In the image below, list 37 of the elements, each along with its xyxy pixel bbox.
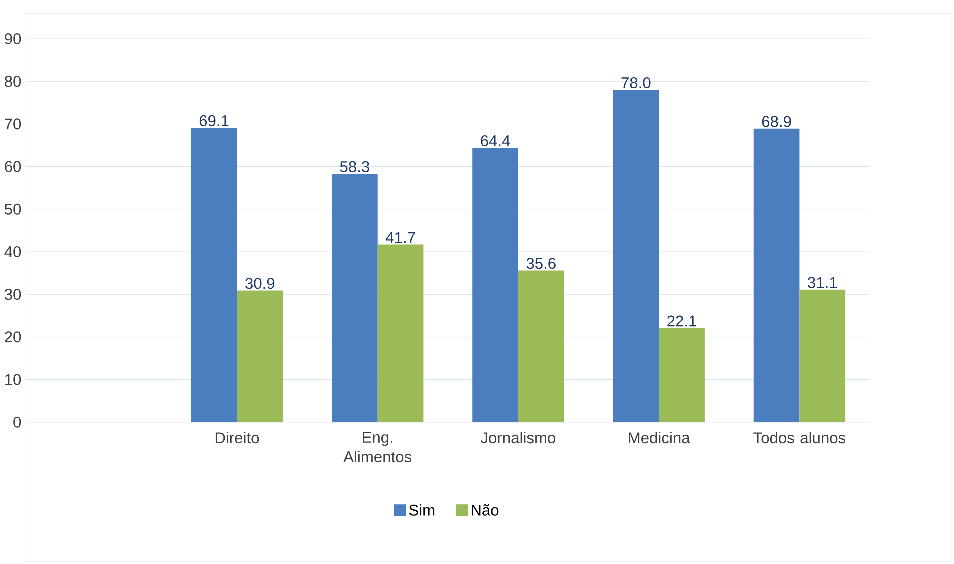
x-tick-label: Jornalismo — [480, 432, 556, 444]
y-tick-label: 20 — [5, 332, 22, 343]
y-tick-label: 90 — [5, 34, 22, 45]
data-label: 30.9 — [246, 278, 275, 290]
bar — [613, 90, 660, 422]
x-tick-label: Medicina — [629, 432, 690, 444]
bar — [754, 128, 800, 422]
data-label: 35.6 — [526, 258, 556, 270]
bar — [378, 244, 424, 422]
y-tick-label: 60 — [5, 161, 22, 172]
bar — [332, 174, 378, 422]
y-tick-label: 50 — [4, 204, 22, 216]
bar — [659, 328, 705, 422]
data-label: 64.4 — [481, 136, 510, 147]
x-tick-label: Direito — [216, 432, 260, 444]
y-tick-label: 80 — [5, 76, 22, 88]
data-label: 69.1 — [200, 116, 229, 127]
data-label: 68.9 — [762, 116, 792, 128]
data-label: 22.1 — [668, 316, 696, 327]
legend-label: Sim — [409, 504, 435, 516]
x-tick-label: Todos alunos — [754, 432, 846, 444]
y-tick-label: 40 — [4, 246, 22, 258]
bar — [800, 290, 846, 422]
bar — [191, 128, 238, 422]
legend-label: Não — [472, 504, 499, 516]
data-label: 58.3 — [340, 162, 370, 173]
x-tick-label: Eng. Alimentos — [344, 432, 412, 463]
data-label: 78.0 — [622, 78, 651, 89]
y-tick-label: 0 — [14, 416, 22, 428]
data-label: 41.7 — [386, 232, 416, 244]
y-tick-label: 70 — [5, 118, 22, 130]
bar — [518, 270, 564, 422]
bar — [237, 290, 284, 422]
y-tick-label: 30 — [4, 289, 22, 300]
bar — [472, 148, 518, 422]
data-label: 31.1 — [808, 277, 838, 288]
y-tick-label: 10 — [6, 374, 22, 386]
